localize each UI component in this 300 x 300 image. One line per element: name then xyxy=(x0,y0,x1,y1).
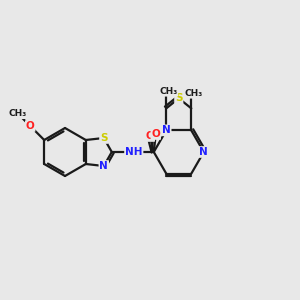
Text: CH₃: CH₃ xyxy=(159,87,177,96)
Text: O: O xyxy=(146,131,154,141)
Text: N: N xyxy=(200,147,208,157)
Text: S: S xyxy=(100,133,107,143)
Text: N: N xyxy=(162,125,171,135)
Text: N: N xyxy=(99,161,108,171)
Text: O: O xyxy=(26,121,34,131)
Text: NH: NH xyxy=(125,147,142,157)
Text: CH₃: CH₃ xyxy=(184,89,202,98)
Text: CH₃: CH₃ xyxy=(9,109,27,118)
Text: O: O xyxy=(152,129,160,139)
Text: S: S xyxy=(175,93,182,103)
